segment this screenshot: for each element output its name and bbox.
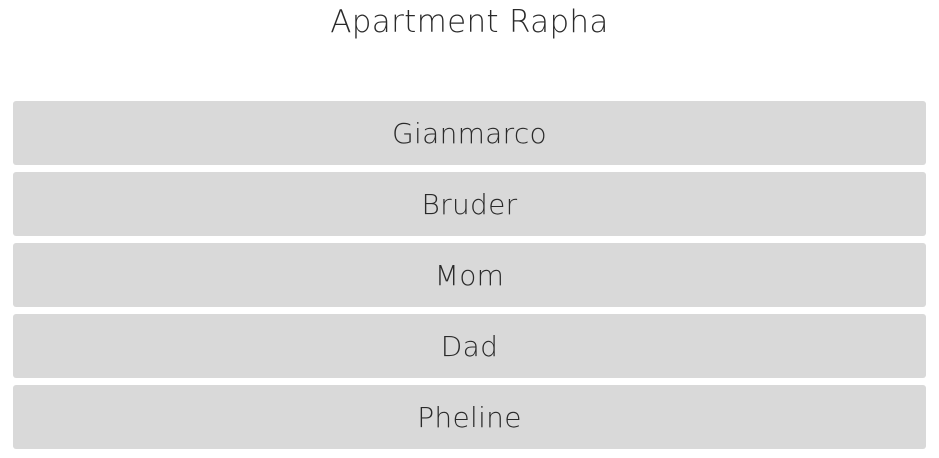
contact-button-mom[interactable]: Mom	[13, 243, 926, 307]
page-title: Apartment Rapha	[330, 4, 609, 40]
contact-button-bruder[interactable]: Bruder	[13, 172, 926, 236]
contact-list: Gianmarco Bruder Mom Dad Pheline	[13, 101, 926, 449]
contact-button-pheline[interactable]: Pheline	[13, 385, 926, 449]
contact-button-gianmarco[interactable]: Gianmarco	[13, 101, 926, 165]
contact-button-dad[interactable]: Dad	[13, 314, 926, 378]
